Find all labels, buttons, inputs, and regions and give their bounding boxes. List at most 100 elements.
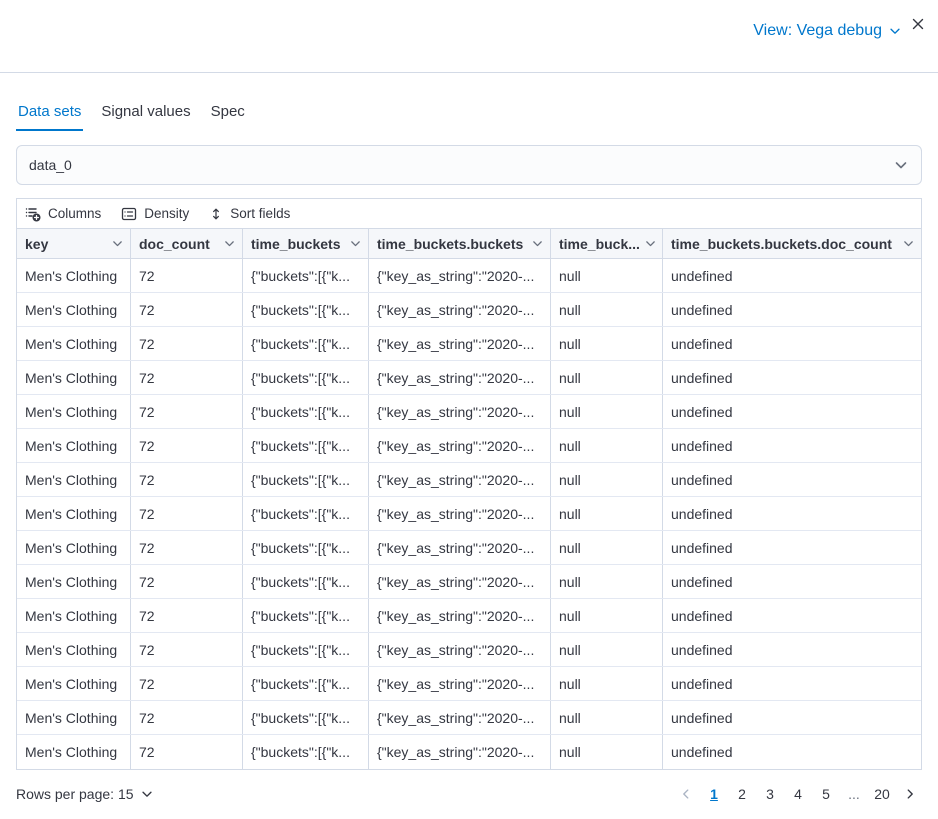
- data-grid: Columns Density Sort fields key doc_count…: [16, 198, 922, 770]
- table-cell: 72: [131, 599, 243, 632]
- column-header-label: time_buckets.buckets.doc_count: [671, 235, 892, 252]
- page-button-4[interactable]: 4: [794, 786, 802, 802]
- table-cell: null: [551, 327, 663, 360]
- table-cell: {"key_as_string":"2020-...: [369, 633, 551, 666]
- pagination: 1 2 3 4 5... 20: [674, 782, 922, 806]
- table-row: Men's Clothing 72 {"buckets":[{"k... {"key_…: [17, 667, 921, 701]
- chevron-down-icon: [533, 241, 542, 247]
- table-cell: Men's Clothing: [17, 463, 131, 496]
- view-select-label: View: Vega debug: [753, 22, 882, 39]
- close-icon[interactable]: [906, 12, 930, 36]
- table-cell: Men's Clothing: [17, 599, 131, 632]
- table-cell: {"buckets":[{"k...: [243, 701, 369, 734]
- column-header-3[interactable]: time_buckets.buckets: [369, 229, 551, 258]
- column-header-label: time_buck...: [559, 235, 640, 252]
- column-header-4[interactable]: time_buck...: [551, 229, 663, 258]
- table-cell: undefined: [671, 471, 733, 488]
- table-cell: undefined: [671, 267, 733, 284]
- table-row: Men's Clothing 72 {"buckets":[{"k... {"key_…: [17, 429, 921, 463]
- density-button-label: Density: [144, 206, 190, 221]
- table-cell: null: [551, 497, 663, 530]
- table-cell: {"buckets":[{"k...: [243, 259, 369, 292]
- page-button-20[interactable]: 20: [874, 786, 890, 802]
- table-row: Men's Clothing 72 {"buckets":[{"k... {"key_…: [17, 633, 921, 667]
- table-cell: 72: [131, 327, 243, 360]
- table-cell: undefined: [671, 709, 733, 726]
- page-button-5[interactable]: 5: [822, 786, 830, 802]
- column-header-1[interactable]: doc_count: [131, 229, 243, 258]
- table-row: Men's Clothing 72 {"buckets":[{"k... {"key_…: [17, 293, 921, 327]
- page-button-2[interactable]: 2: [738, 786, 746, 802]
- grid-body: Men's Clothing 72 {"buckets":[{"k... {"key_…: [17, 259, 921, 769]
- view-select[interactable]: View: Vega debug: [753, 22, 902, 40]
- columns-button[interactable]: Columns: [25, 206, 101, 222]
- sort-fields-button[interactable]: Sort fields: [209, 206, 290, 221]
- grid-toolbar: Columns Density Sort fields: [17, 199, 921, 229]
- flyout-header: View: Vega debug: [0, 0, 938, 73]
- chevron-left-icon: [683, 789, 689, 799]
- tab-signal-values[interactable]: Signal values: [101, 103, 191, 120]
- tab-spec[interactable]: Spec: [210, 103, 245, 120]
- table-cell: null: [551, 361, 663, 394]
- table-cell: {"buckets":[{"k...: [243, 667, 369, 700]
- density-button[interactable]: Density: [121, 206, 189, 222]
- table-cell: {"key_as_string":"2020-...: [369, 565, 551, 598]
- table-cell: {"key_as_string":"2020-...: [369, 259, 551, 292]
- table-cell: {"buckets":[{"k...: [243, 429, 369, 462]
- rows-per-page-label: Rows per page: 15: [16, 786, 134, 802]
- dataset-select-value: data_0: [29, 157, 72, 173]
- table-cell: Men's Clothing: [17, 565, 131, 598]
- rows-per-page-select[interactable]: Rows per page: 15: [16, 786, 154, 802]
- table-row: Men's Clothing 72 {"buckets":[{"k... {"key_…: [17, 327, 921, 361]
- table-row: Men's Clothing 72 {"buckets":[{"k... {"key_…: [17, 259, 921, 293]
- chevron-down-icon: [646, 241, 655, 247]
- page-button-1[interactable]: 1: [710, 786, 718, 802]
- table-cell: {"buckets":[{"k...: [243, 395, 369, 428]
- table-row: Men's Clothing 72 {"buckets":[{"k... {"key_…: [17, 463, 921, 497]
- table-cell: 72: [131, 701, 243, 734]
- table-cell: {"key_as_string":"2020-...: [369, 327, 551, 360]
- column-header-label: time_buckets.buckets: [377, 235, 524, 252]
- chevron-down-icon: [225, 241, 234, 247]
- table-row: Men's Clothing 72 {"buckets":[{"k... {"key_…: [17, 735, 921, 769]
- table-cell: 72: [131, 735, 243, 769]
- table-cell: null: [551, 463, 663, 496]
- column-header-2[interactable]: time_buckets: [243, 229, 369, 258]
- chevron-down-icon: [141, 791, 152, 797]
- sort-fields-icon: [213, 208, 220, 219]
- table-cell: Men's Clothing: [17, 429, 131, 462]
- table-cell: {"buckets":[{"k...: [243, 327, 369, 360]
- table-cell: Men's Clothing: [17, 667, 131, 700]
- tab-data-sets[interactable]: Data sets: [16, 101, 84, 131]
- table-cell: {"buckets":[{"k...: [243, 463, 369, 496]
- table-cell: {"key_as_string":"2020-...: [369, 429, 551, 462]
- table-cell: undefined: [671, 369, 733, 386]
- table-cell: 72: [131, 497, 243, 530]
- dataset-select[interactable]: data_0: [16, 145, 922, 185]
- table-cell: {"key_as_string":"2020-...: [369, 599, 551, 632]
- table-cell: null: [551, 701, 663, 734]
- table-cell: {"key_as_string":"2020-...: [369, 361, 551, 394]
- table-row: Men's Clothing 72 {"buckets":[{"k... {"key_…: [17, 395, 921, 429]
- table-cell: {"key_as_string":"2020-...: [369, 735, 551, 769]
- table-cell: null: [551, 735, 663, 769]
- table-cell: Men's Clothing: [17, 497, 131, 530]
- table-cell: {"key_as_string":"2020-...: [369, 531, 551, 564]
- table-cell: {"buckets":[{"k...: [243, 531, 369, 564]
- table-cell: 72: [131, 565, 243, 598]
- table-cell: null: [551, 667, 663, 700]
- column-header-5[interactable]: time_buckets.buckets.doc_count: [663, 229, 921, 258]
- table-cell: undefined: [671, 607, 733, 624]
- table-cell: 72: [131, 259, 243, 292]
- page-button-3[interactable]: 3: [766, 786, 774, 802]
- table-cell: {"buckets":[{"k...: [243, 565, 369, 598]
- table-cell: null: [551, 429, 663, 462]
- next-page-button[interactable]: [898, 782, 922, 806]
- previous-page-button[interactable]: [674, 782, 698, 806]
- tab-bar: Data sets Signal values Spec: [16, 101, 922, 131]
- column-header-0[interactable]: key: [17, 229, 131, 258]
- table-cell: null: [551, 531, 663, 564]
- page-number-list: 1 2 3 4 5... 20: [702, 782, 894, 806]
- table-cell: {"buckets":[{"k...: [243, 633, 369, 666]
